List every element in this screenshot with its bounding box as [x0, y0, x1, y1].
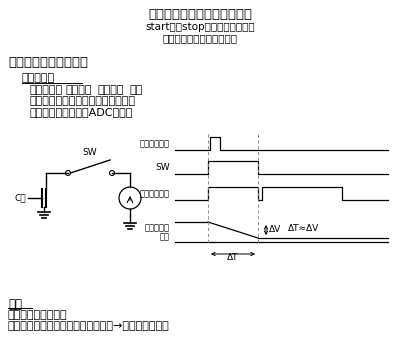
Text: 粗い時間間隔の計測（共通）: 粗い時間間隔の計測（共通）	[148, 8, 252, 21]
Text: スイッチオン・オフ時の非線形性　→　限られた精度: スイッチオン・オフ時の非線形性 → 限られた精度	[8, 321, 170, 331]
Text: 従来の手法: 従来の手法	[22, 73, 55, 83]
Text: でコ: でコ	[130, 85, 143, 95]
Text: コンデンサ: コンデンサ	[145, 224, 170, 232]
Text: スイッチの応答速度: スイッチの応答速度	[8, 310, 68, 320]
Text: 欠点: 欠点	[8, 298, 22, 311]
Text: トリガパルス: トリガパルス	[140, 139, 170, 148]
Text: 定電流源: 定電流源	[97, 85, 124, 95]
Text: SW: SW	[155, 163, 170, 172]
Text: SW: SW	[83, 148, 97, 157]
Text: C～: C～	[14, 194, 26, 203]
Text: 電圧: 電圧	[160, 232, 170, 241]
Text: ンデンサを充電する時間を制御し、: ンデンサを充電する時間を制御し、	[30, 96, 136, 106]
Text: startからstopまでにクロックが: startからstopまでにクロックが	[145, 22, 255, 32]
Text: ΔT≈ΔV: ΔT≈ΔV	[288, 224, 319, 233]
Text: 細かい時間間隔の計測: 細かい時間間隔の計測	[8, 56, 88, 69]
Text: 何個入っているかを計測: 何個入っているかを計測	[162, 33, 238, 43]
Text: 基準クロック: 基準クロック	[140, 189, 170, 198]
Text: スイッチ: スイッチ	[30, 85, 63, 95]
Text: ΔV: ΔV	[269, 225, 281, 234]
Text: ΔT: ΔT	[227, 253, 239, 262]
Text: を使って: を使って	[66, 85, 92, 95]
Text: コンデンサの電圧をADCで測定: コンデンサの電圧をADCで測定	[30, 107, 133, 117]
